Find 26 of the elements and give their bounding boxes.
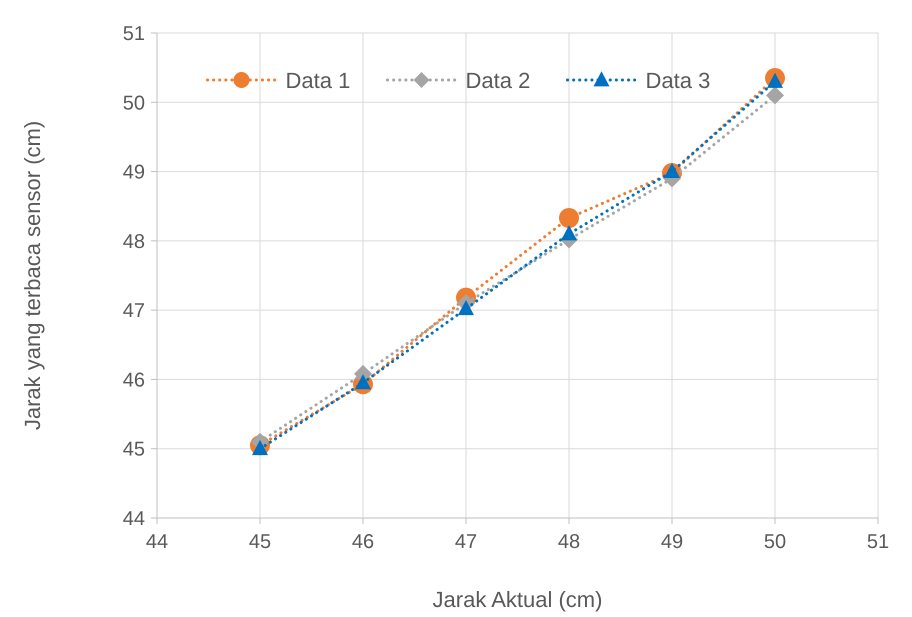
point: [664, 162, 680, 178]
x-tick-label: 44: [146, 531, 168, 553]
y-axis-title: Jarak yang terbaca sensor (cm): [20, 120, 45, 430]
legend-label: Data 3: [646, 68, 710, 93]
x-tick-label: 45: [248, 531, 272, 553]
point: [559, 208, 579, 228]
point: [766, 86, 784, 104]
y-tick-label: 50: [122, 92, 145, 114]
legend-label: Data 2: [466, 68, 530, 93]
point: [458, 300, 474, 316]
x-tick-label: 50: [764, 531, 786, 553]
y-tick-label: 47: [122, 300, 145, 322]
x-tick-label: 49: [660, 531, 684, 553]
y-tick-label: 51: [122, 23, 145, 45]
point: [561, 225, 577, 240]
y-tick-label: 48: [122, 230, 145, 253]
legend-label: Data 1: [286, 68, 350, 93]
x-tick-label: 48: [558, 531, 580, 553]
y-tick-label: 44: [122, 508, 145, 530]
y-tick-label: 49: [122, 162, 145, 184]
x-tick-label: 51: [866, 531, 890, 553]
x-axis-title: Jarak Aktual (cm): [432, 587, 602, 612]
x-tick-label: 46: [352, 531, 374, 553]
y-tick-label: 45: [122, 438, 145, 461]
y-tick-label: 46: [122, 369, 145, 392]
x-tick-label: 47: [454, 531, 478, 553]
